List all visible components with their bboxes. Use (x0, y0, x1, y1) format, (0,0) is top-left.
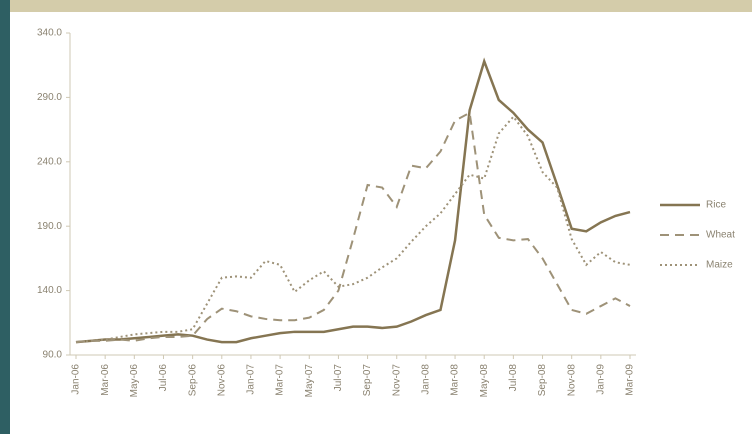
x-tick-label: Mar-06 (100, 364, 111, 396)
legend-label: Rice (706, 200, 726, 211)
series-line (75, 115, 631, 344)
series-line (75, 57, 631, 344)
x-tick-label: Sep-07 (362, 364, 373, 397)
x-tick-label: Nov-07 (391, 364, 402, 397)
x-tick-label: Jan-09 (595, 364, 606, 395)
y-tick-label: 240.0 (37, 156, 62, 167)
x-tick-label: Jul-06 (158, 364, 169, 392)
x-tick-label: Mar-07 (275, 364, 286, 396)
x-tick-label: May-08 (479, 364, 490, 398)
x-tick-label: Nov-06 (216, 364, 227, 397)
y-tick-label: 340.0 (37, 28, 62, 39)
legend-label: Wheat (706, 230, 735, 241)
x-tick-label: Nov-08 (566, 364, 577, 397)
y-tick-label: 90.0 (43, 350, 63, 361)
x-tick-label: Jan-07 (246, 364, 257, 395)
x-tick-label: May-07 (304, 364, 315, 398)
x-tick-label: May-06 (129, 364, 140, 398)
x-tick-label: Sep-08 (537, 364, 548, 397)
y-tick-label: 140.0 (37, 285, 62, 296)
top-banner (0, 0, 752, 12)
x-tick-label: Jul-08 (508, 364, 519, 392)
y-tick-label: 190.0 (37, 221, 62, 232)
series-line (75, 111, 631, 344)
x-tick-label: Jul-07 (333, 364, 344, 392)
x-tick-label: Jan-08 (421, 364, 432, 395)
x-tick-label: Sep-06 (187, 364, 198, 397)
y-tick-label: 290.0 (37, 92, 62, 103)
x-tick-label: Mar-08 (450, 364, 461, 396)
x-tick-label: Mar-09 (625, 364, 636, 396)
left-strip (0, 0, 10, 434)
x-tick-label: Jan-06 (71, 364, 82, 395)
legend-label: Maize (706, 260, 733, 271)
